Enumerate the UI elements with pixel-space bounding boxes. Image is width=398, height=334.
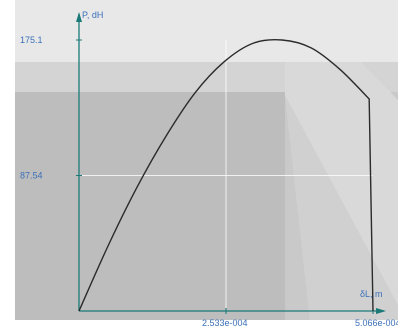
series-line <box>78 38 374 312</box>
x-axis-arrow <box>376 308 386 314</box>
x-tick-label-max: 5.066e-004 <box>355 318 398 328</box>
x-axis-label: δL, m <box>360 289 383 299</box>
x-tick-label-mid: 2.533e-004 <box>202 318 248 328</box>
y-axis-label: P, dH <box>82 10 103 20</box>
grid-lines <box>79 40 373 311</box>
y-tick-label-mid: 87.54 <box>20 171 43 181</box>
axes <box>76 12 386 314</box>
y-tick-label-max: 175.1 <box>20 35 43 45</box>
y-axis-arrow <box>76 12 82 22</box>
curve-layer <box>78 38 374 312</box>
